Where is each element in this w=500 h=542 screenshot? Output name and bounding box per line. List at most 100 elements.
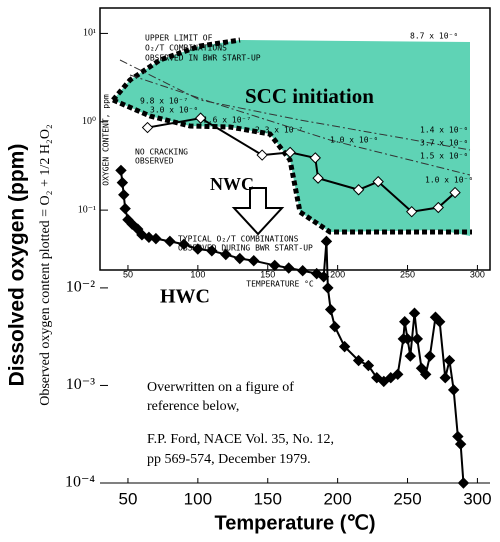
data-point xyxy=(194,112,207,124)
annotation: 3.0 x 10⁻⁶ xyxy=(150,106,198,115)
data-point xyxy=(401,333,414,345)
data-point xyxy=(457,477,470,489)
data-point xyxy=(178,238,190,250)
x-tick-label: 300 xyxy=(463,489,491,508)
data-point xyxy=(352,184,365,196)
data-point xyxy=(439,372,451,384)
chart-title: HWC xyxy=(160,286,210,308)
data-point xyxy=(320,235,333,248)
y-tick-label: 10¹ xyxy=(83,28,96,39)
annotation: 3.7 x 10⁻⁶ xyxy=(420,139,468,148)
data-point xyxy=(324,303,337,316)
data-point xyxy=(329,321,341,333)
data-point xyxy=(454,438,467,450)
y-tick-label: 10⁻³ xyxy=(66,376,95,393)
annotation: TYPICAL O₂/T COMBINATIONS xyxy=(178,235,299,244)
data-point xyxy=(362,359,375,372)
data-point xyxy=(408,307,421,319)
data-point xyxy=(406,205,418,218)
data-point xyxy=(234,252,246,265)
data-point xyxy=(296,265,309,277)
data-point xyxy=(309,152,321,164)
lower-boundary xyxy=(112,97,472,235)
y-tick-label: 10⁻⁴ xyxy=(65,474,95,491)
x-tick-label: 250 xyxy=(400,269,415,279)
y-tick-label: 10⁻¹ xyxy=(78,204,96,215)
data-point xyxy=(119,202,131,215)
data-point xyxy=(447,384,460,396)
annotation: NO CRACKING xyxy=(135,148,188,157)
y-tick-label: 10⁻² xyxy=(66,279,95,296)
annotation: O₂/T COMBINATIONS xyxy=(145,44,227,53)
annotation: 8.7 x 10⁻⁶ xyxy=(410,32,458,41)
arrow xyxy=(231,187,285,236)
annotation: pp 569-574, December 1979. xyxy=(147,452,311,467)
reference-figure xyxy=(99,7,491,484)
data-point xyxy=(283,262,295,274)
data-point xyxy=(404,350,417,362)
data-point xyxy=(372,175,384,188)
data-point xyxy=(411,333,424,345)
annotation: 1.0 x 10⁻⁶ xyxy=(425,176,473,185)
x-tick-label: 50 xyxy=(123,269,133,279)
data-point xyxy=(115,164,127,177)
data-point xyxy=(284,146,296,159)
data-point xyxy=(256,149,268,161)
data-point xyxy=(443,354,456,367)
annotation: OBSERVED IN BWR START-UP xyxy=(145,54,261,63)
data-point xyxy=(352,354,365,367)
x-axis-label: Temperature (℃) xyxy=(214,512,375,534)
annotation: SCC initiation xyxy=(245,84,374,108)
data-point xyxy=(392,368,404,381)
data-point xyxy=(424,350,436,362)
annotation: OBSERVED DURING BWR START-UP xyxy=(178,244,313,253)
annotation: 1.0 x 10⁻⁶ xyxy=(330,136,378,145)
x-tick-label: 150 xyxy=(254,489,282,508)
data-point xyxy=(432,201,444,214)
data-point xyxy=(317,271,330,283)
data-point xyxy=(322,282,334,294)
annotation: F.P. Ford, NACE Vol. 35, No. 12, xyxy=(147,432,334,447)
x-axis-label: TEMPERATURE °C xyxy=(246,280,314,289)
data-point xyxy=(419,368,432,381)
data-point xyxy=(399,316,411,328)
annotation: NWC xyxy=(210,174,254,194)
y-axis-label: Observed oxygen content plotted = O₂ + 1… xyxy=(38,124,53,406)
y-axis-label: OXYGEN CONTENT, ppm xyxy=(102,94,111,186)
x-tick-label: 100 xyxy=(184,489,212,508)
data-point xyxy=(206,245,218,257)
annotation: OBSERVED xyxy=(135,157,174,166)
data-point xyxy=(433,316,446,328)
data-point xyxy=(312,172,324,184)
annotation: 1.4 x 10⁻⁶ xyxy=(420,126,468,135)
upper-boundary xyxy=(111,37,241,102)
curve xyxy=(119,59,471,151)
x-tick-label: 300 xyxy=(470,269,485,279)
scc-region xyxy=(113,40,470,236)
annotation: 1.6 x 10⁻⁷ xyxy=(203,116,251,125)
x-tick-label: 100 xyxy=(190,269,205,279)
data-point xyxy=(192,243,204,255)
data-point xyxy=(116,176,129,189)
annotation: reference below, xyxy=(147,399,239,414)
data-point xyxy=(164,235,176,248)
data-point xyxy=(220,248,232,261)
annotation: 9.8 x 10⁻⁷ xyxy=(140,97,188,106)
x-tick-label: 150 xyxy=(260,269,275,279)
data-point xyxy=(141,121,154,134)
annotation: 1.5 x 10⁻⁶ xyxy=(420,152,468,161)
x-tick-label: 50 xyxy=(118,489,137,508)
y-tick-label: 10⁰ xyxy=(82,116,96,127)
annotation: Overwritten on a figure of xyxy=(147,380,294,395)
annotation: 2.3 x 10⁻⁷ xyxy=(255,126,303,135)
data-point xyxy=(338,340,351,353)
x-tick-label: 250 xyxy=(393,489,421,508)
x-tick-label: 200 xyxy=(330,269,345,279)
data-point xyxy=(150,232,162,245)
data-point xyxy=(118,189,130,201)
y-axis-label: Dissolved oxygen (ppm) xyxy=(6,144,29,387)
data-point xyxy=(248,254,260,267)
annotation: UPPER LIMIT OF xyxy=(145,34,213,43)
x-tick-label: 200 xyxy=(323,489,351,508)
